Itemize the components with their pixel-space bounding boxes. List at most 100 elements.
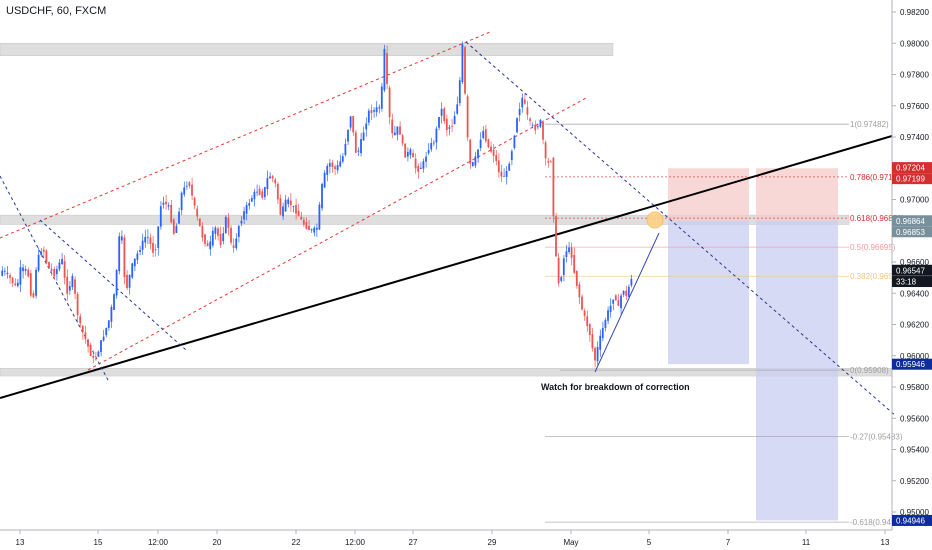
candle-body — [256, 191, 258, 193]
price-tick-label: 0.95800 — [900, 383, 929, 392]
candle-body — [100, 340, 102, 353]
candle-body — [58, 262, 61, 270]
candle-body — [622, 290, 625, 295]
candle-body — [456, 104, 459, 114]
price-tag — [892, 264, 932, 276]
candle-body — [224, 216, 227, 234]
candle-body — [128, 274, 131, 288]
candle-body — [505, 171, 508, 177]
candle-body — [570, 247, 573, 258]
price-tag-label: 0.96864 — [896, 217, 925, 226]
candle-body — [89, 344, 92, 357]
candle-body — [326, 165, 329, 175]
candle-body — [297, 211, 300, 217]
candle-body — [336, 165, 339, 171]
candle-body — [269, 176, 271, 179]
candle-body — [334, 166, 336, 169]
candle-body — [217, 228, 219, 236]
candle-body — [22, 267, 24, 272]
price-tick-label: 0.97400 — [900, 133, 929, 142]
candle-body — [404, 143, 407, 158]
candle-body — [490, 146, 492, 152]
candle-body — [248, 203, 251, 206]
candle-body — [14, 283, 17, 286]
candle-body — [544, 142, 547, 159]
candle-body — [175, 225, 178, 233]
time-tick-label: 11 — [802, 538, 811, 547]
candle-body — [432, 142, 435, 144]
zone-resistance — [0, 43, 614, 56]
candle-body — [271, 176, 274, 179]
candle-body — [479, 139, 482, 148]
candle-body — [274, 179, 277, 184]
fib-level-label: 1(0.97482) — [850, 120, 889, 129]
candle-body — [406, 151, 409, 157]
candle-body — [126, 274, 128, 289]
candle-body — [19, 267, 22, 285]
symbol-title[interactable]: USDCHF, 60, FXCM — [6, 5, 107, 17]
candle-body — [120, 236, 123, 241]
price-tag-label: 0.97204 — [896, 164, 925, 173]
candle-body — [422, 161, 425, 169]
downtrend-line-right — [465, 41, 897, 417]
candle-body — [627, 286, 630, 297]
candle-body — [102, 336, 105, 341]
candle-body — [1, 270, 4, 276]
candle-body — [401, 135, 404, 144]
fib-level-label: 0.786(0.97145) — [850, 173, 905, 182]
price-tick-label: 0.98000 — [900, 39, 929, 48]
candle-body — [347, 129, 349, 142]
candle-body — [373, 110, 375, 112]
candle-body — [250, 198, 253, 202]
candle-body — [40, 251, 43, 255]
candle-body — [539, 119, 542, 127]
candle-body — [443, 108, 446, 122]
candle-body — [578, 284, 581, 298]
candle-body — [612, 299, 615, 304]
candle-body — [222, 233, 225, 242]
candle-body — [188, 182, 191, 186]
candle-body — [440, 108, 443, 116]
candle-body — [66, 276, 69, 294]
candle-body — [391, 119, 394, 134]
candle-body — [9, 275, 11, 278]
candle-body — [50, 268, 53, 271]
candle-body — [180, 192, 183, 211]
candle-body — [289, 200, 292, 206]
candle-body — [339, 161, 342, 167]
candle-body — [253, 191, 256, 200]
candle-body — [560, 277, 563, 281]
candle-body — [37, 254, 40, 271]
price-tag — [892, 226, 932, 238]
candle-body — [284, 199, 287, 212]
candle-body — [375, 107, 378, 113]
candle-body — [118, 236, 121, 272]
candle-body — [534, 124, 537, 131]
candle-body — [211, 230, 214, 246]
candle-body — [230, 227, 232, 243]
candle-body — [521, 97, 524, 108]
candle-body — [573, 254, 576, 273]
fib-level-label: -0.27(0.95483) — [850, 433, 903, 442]
candle-body — [29, 273, 32, 296]
candle-body — [76, 294, 79, 316]
candle-body — [42, 249, 45, 252]
candle-body — [625, 290, 628, 296]
candle-body — [588, 324, 591, 336]
candle-body — [451, 125, 453, 127]
candle-body — [261, 191, 264, 198]
candle-body — [354, 132, 357, 153]
price-tag-label: 0.97199 — [896, 175, 925, 184]
candle-body — [458, 80, 461, 104]
candle-body — [167, 205, 170, 207]
candle-body — [328, 163, 331, 167]
price-tag — [892, 173, 932, 185]
candle-body — [380, 86, 383, 109]
time-tick-label: 12:00 — [148, 538, 169, 547]
time-axis[interactable]: 13 15 12:00 20 22 12:00 27 29 May 5 7 11 13 — [0, 529, 892, 547]
candle-body — [55, 269, 58, 275]
candle-body — [27, 269, 30, 277]
candle-body — [542, 122, 544, 140]
candle-body — [79, 316, 82, 324]
